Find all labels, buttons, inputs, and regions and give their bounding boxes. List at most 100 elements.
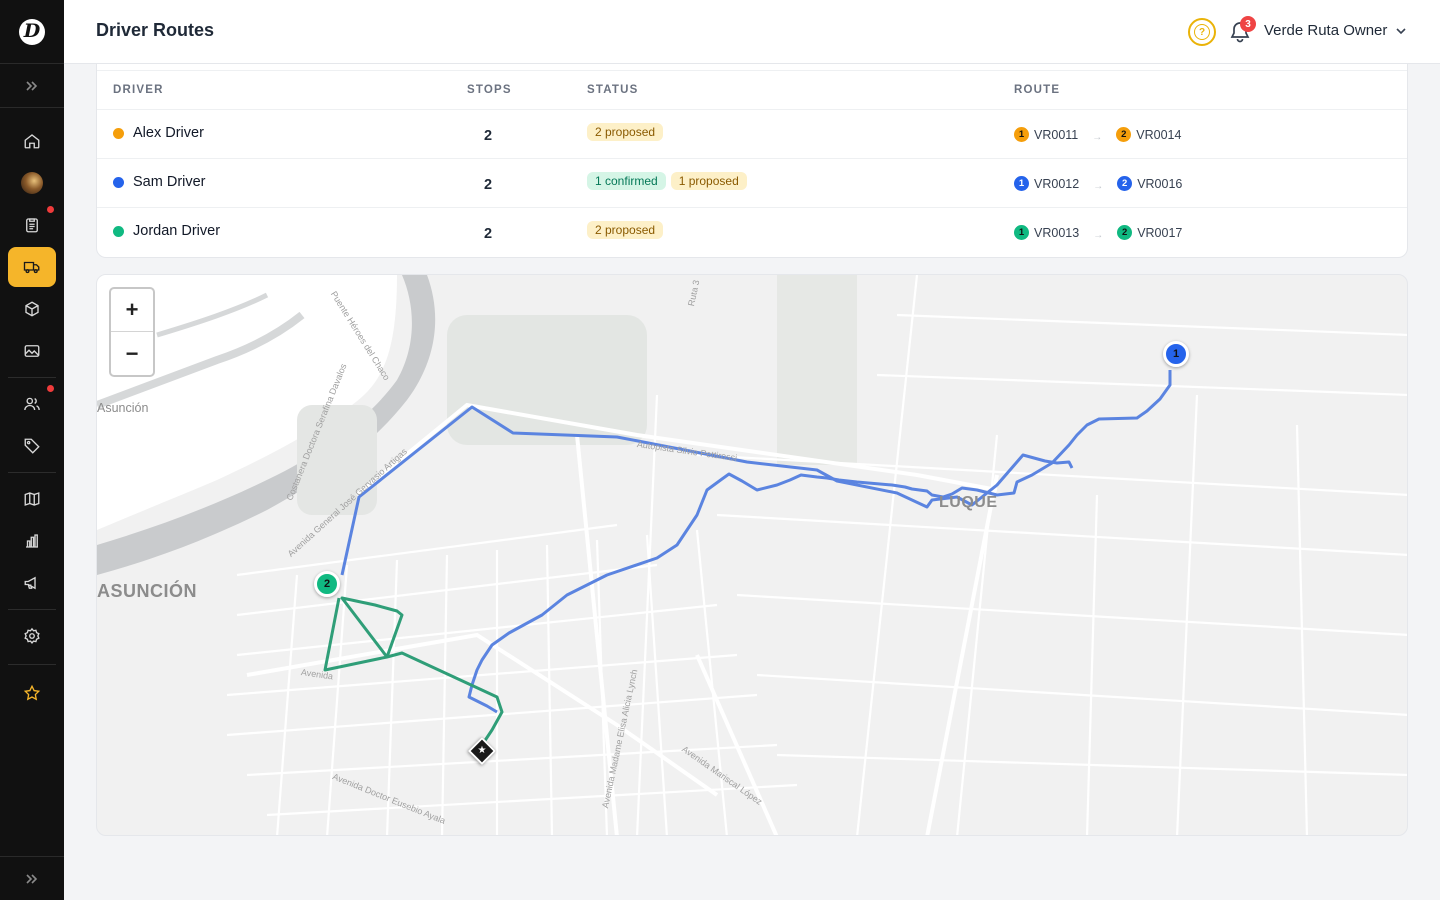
routes-map[interactable]: ASUNCIÓN Asunción LUQUE Puente Héroes de… [96, 274, 1408, 836]
route-stop-code: VR0014 [1136, 127, 1182, 142]
driver-color-dot [113, 225, 124, 237]
sidebar-item-reports[interactable] [8, 521, 56, 561]
chevrons-right-icon [26, 873, 38, 884]
bar-chart-icon [26, 534, 38, 548]
sidebar-item-products[interactable] [8, 289, 56, 329]
chevron-down-icon [1396, 27, 1406, 34]
zoom-control: + − [109, 287, 155, 377]
logo-mark: D [19, 18, 45, 45]
route-stop-code: VR0011 [1034, 127, 1079, 142]
page-title: Driver Routes [96, 20, 215, 40]
column-header-stops: STOPS [467, 84, 512, 96]
river-area [97, 275, 397, 530]
user-menu[interactable]: Verde Ruta Owner [1264, 22, 1407, 39]
nav-divider [8, 472, 56, 473]
route-cell: 1 VR0011 → 2 VR0014 [1014, 127, 1182, 143]
sidebar-item-media[interactable] [8, 331, 56, 371]
map-label-asuncion: ASUNCIÓN [97, 581, 198, 601]
map-label-luque: LUQUE [939, 494, 998, 511]
star-icon [23, 684, 41, 701]
driver-name: Alex Driver [133, 125, 204, 141]
image-icon [24, 345, 40, 357]
expand-sidebar-button[interactable] [0, 64, 64, 108]
river-channel [156, 292, 269, 338]
status-badge: 1 proposed [670, 172, 747, 190]
chevrons-right-icon [26, 80, 38, 91]
driver-cell: Alex Driver [113, 125, 204, 141]
route-stop-code: VR0012 [1034, 176, 1080, 191]
sidebar-item-profile[interactable] [8, 163, 56, 203]
sidebar-item-favorites[interactable] [8, 673, 56, 713]
notification-count-badge: 3 [1240, 16, 1256, 32]
users-icon [24, 397, 40, 411]
sidebar-item-customers[interactable] [8, 384, 56, 424]
clipboard-icon [26, 218, 38, 233]
map-canvas[interactable] [97, 275, 1408, 836]
sidebar-item-driver-routes[interactable] [8, 247, 56, 287]
column-header-status: STATUS [587, 84, 639, 96]
arrow-right-icon: → [1093, 181, 1104, 192]
tag-icon [24, 438, 40, 454]
route-stop-number: 2 [1117, 225, 1133, 240]
table-row[interactable]: Sam Driver 2 1 confirmed 1 proposed 1 VR… [97, 159, 1407, 208]
sidebar-item-pricing[interactable] [8, 426, 56, 466]
sidebar-item-settings[interactable] [8, 616, 56, 656]
sidebar-item-catalog[interactable] [8, 479, 56, 519]
nav-divider [8, 664, 56, 665]
avatar [21, 172, 43, 194]
sidebar-item-marketing[interactable] [8, 563, 56, 603]
customers-alert-dot [47, 385, 54, 392]
settings-icon [24, 627, 40, 645]
map-marker-stop-2[interactable]: 2 [314, 571, 340, 597]
status-badge: 1 confirmed [587, 172, 666, 190]
table-row[interactable]: Jordan Driver 2 2 proposed 1 VR0013 → 2 … [97, 208, 1407, 257]
table-row[interactable]: Alex Driver 2 2 proposed 1 VR0011 → 2 VR… [97, 110, 1407, 159]
driver-cell: Sam Driver [113, 174, 206, 190]
main-roads [246, 402, 999, 835]
column-header-route: ROUTE [1014, 84, 1061, 96]
river-channel [97, 311, 305, 409]
zoom-in-button[interactable]: + [111, 289, 153, 332]
status-badge: 2 proposed [587, 123, 664, 141]
route-line-sam-west[interactable] [340, 405, 1074, 576]
zoom-out-button[interactable]: − [125, 340, 139, 366]
question-circle-icon: ? [1194, 24, 1210, 40]
status-badge: 2 proposed [587, 221, 664, 239]
arrow-right-icon: → [1093, 230, 1104, 241]
map-marker-stop-1[interactable]: 1 [1163, 341, 1189, 367]
top-header: Driver Routes ? 3 Verde Ruta Owner [64, 0, 1440, 64]
home-icon [24, 134, 40, 149]
street-grid [226, 275, 1407, 835]
driver-name: Jordan Driver [133, 223, 221, 239]
nav-divider [8, 377, 56, 378]
help-button[interactable]: ? [1188, 18, 1216, 46]
sidebar-item-orders[interactable] [8, 205, 56, 245]
status-cell: 2 proposed [587, 221, 664, 239]
logo-letter: D [23, 20, 41, 42]
sidebar-item-home[interactable] [8, 121, 56, 161]
driver-cell: Jordan Driver [113, 223, 220, 239]
nav-divider [8, 609, 56, 610]
route-cell: 1 VR0013 → 2 VR0017 [1014, 225, 1182, 241]
star-icon: ★ [477, 745, 487, 756]
route-cell: 1 VR0012 → 2 VR0016 [1014, 176, 1182, 192]
stops-count: 2 [483, 226, 493, 242]
park-area [297, 405, 377, 515]
status-cell: 2 proposed [587, 123, 664, 141]
driver-routes-table: DRIVER STOPS STATUS ROUTE Alex Driver 2 … [96, 64, 1408, 258]
route-stop-number: 1 [1014, 127, 1029, 142]
app-logo[interactable]: D [0, 0, 64, 64]
column-header-driver: DRIVER [113, 84, 164, 96]
box-icon [25, 301, 39, 317]
megaphone-icon [24, 576, 36, 590]
sidebar: D [0, 0, 64, 900]
orders-alert-dot [47, 206, 54, 213]
stops-count: 2 [483, 128, 493, 144]
user-name: Verde Ruta Owner [1264, 22, 1388, 39]
expand-sidebar-bottom-button[interactable] [0, 856, 64, 900]
route-line-jordan[interactable] [323, 596, 504, 746]
stops-count: 2 [483, 177, 493, 193]
route-stop-number: 1 [1014, 176, 1029, 191]
driver-color-dot [113, 176, 124, 188]
route-stop-number: 2 [1116, 127, 1132, 142]
